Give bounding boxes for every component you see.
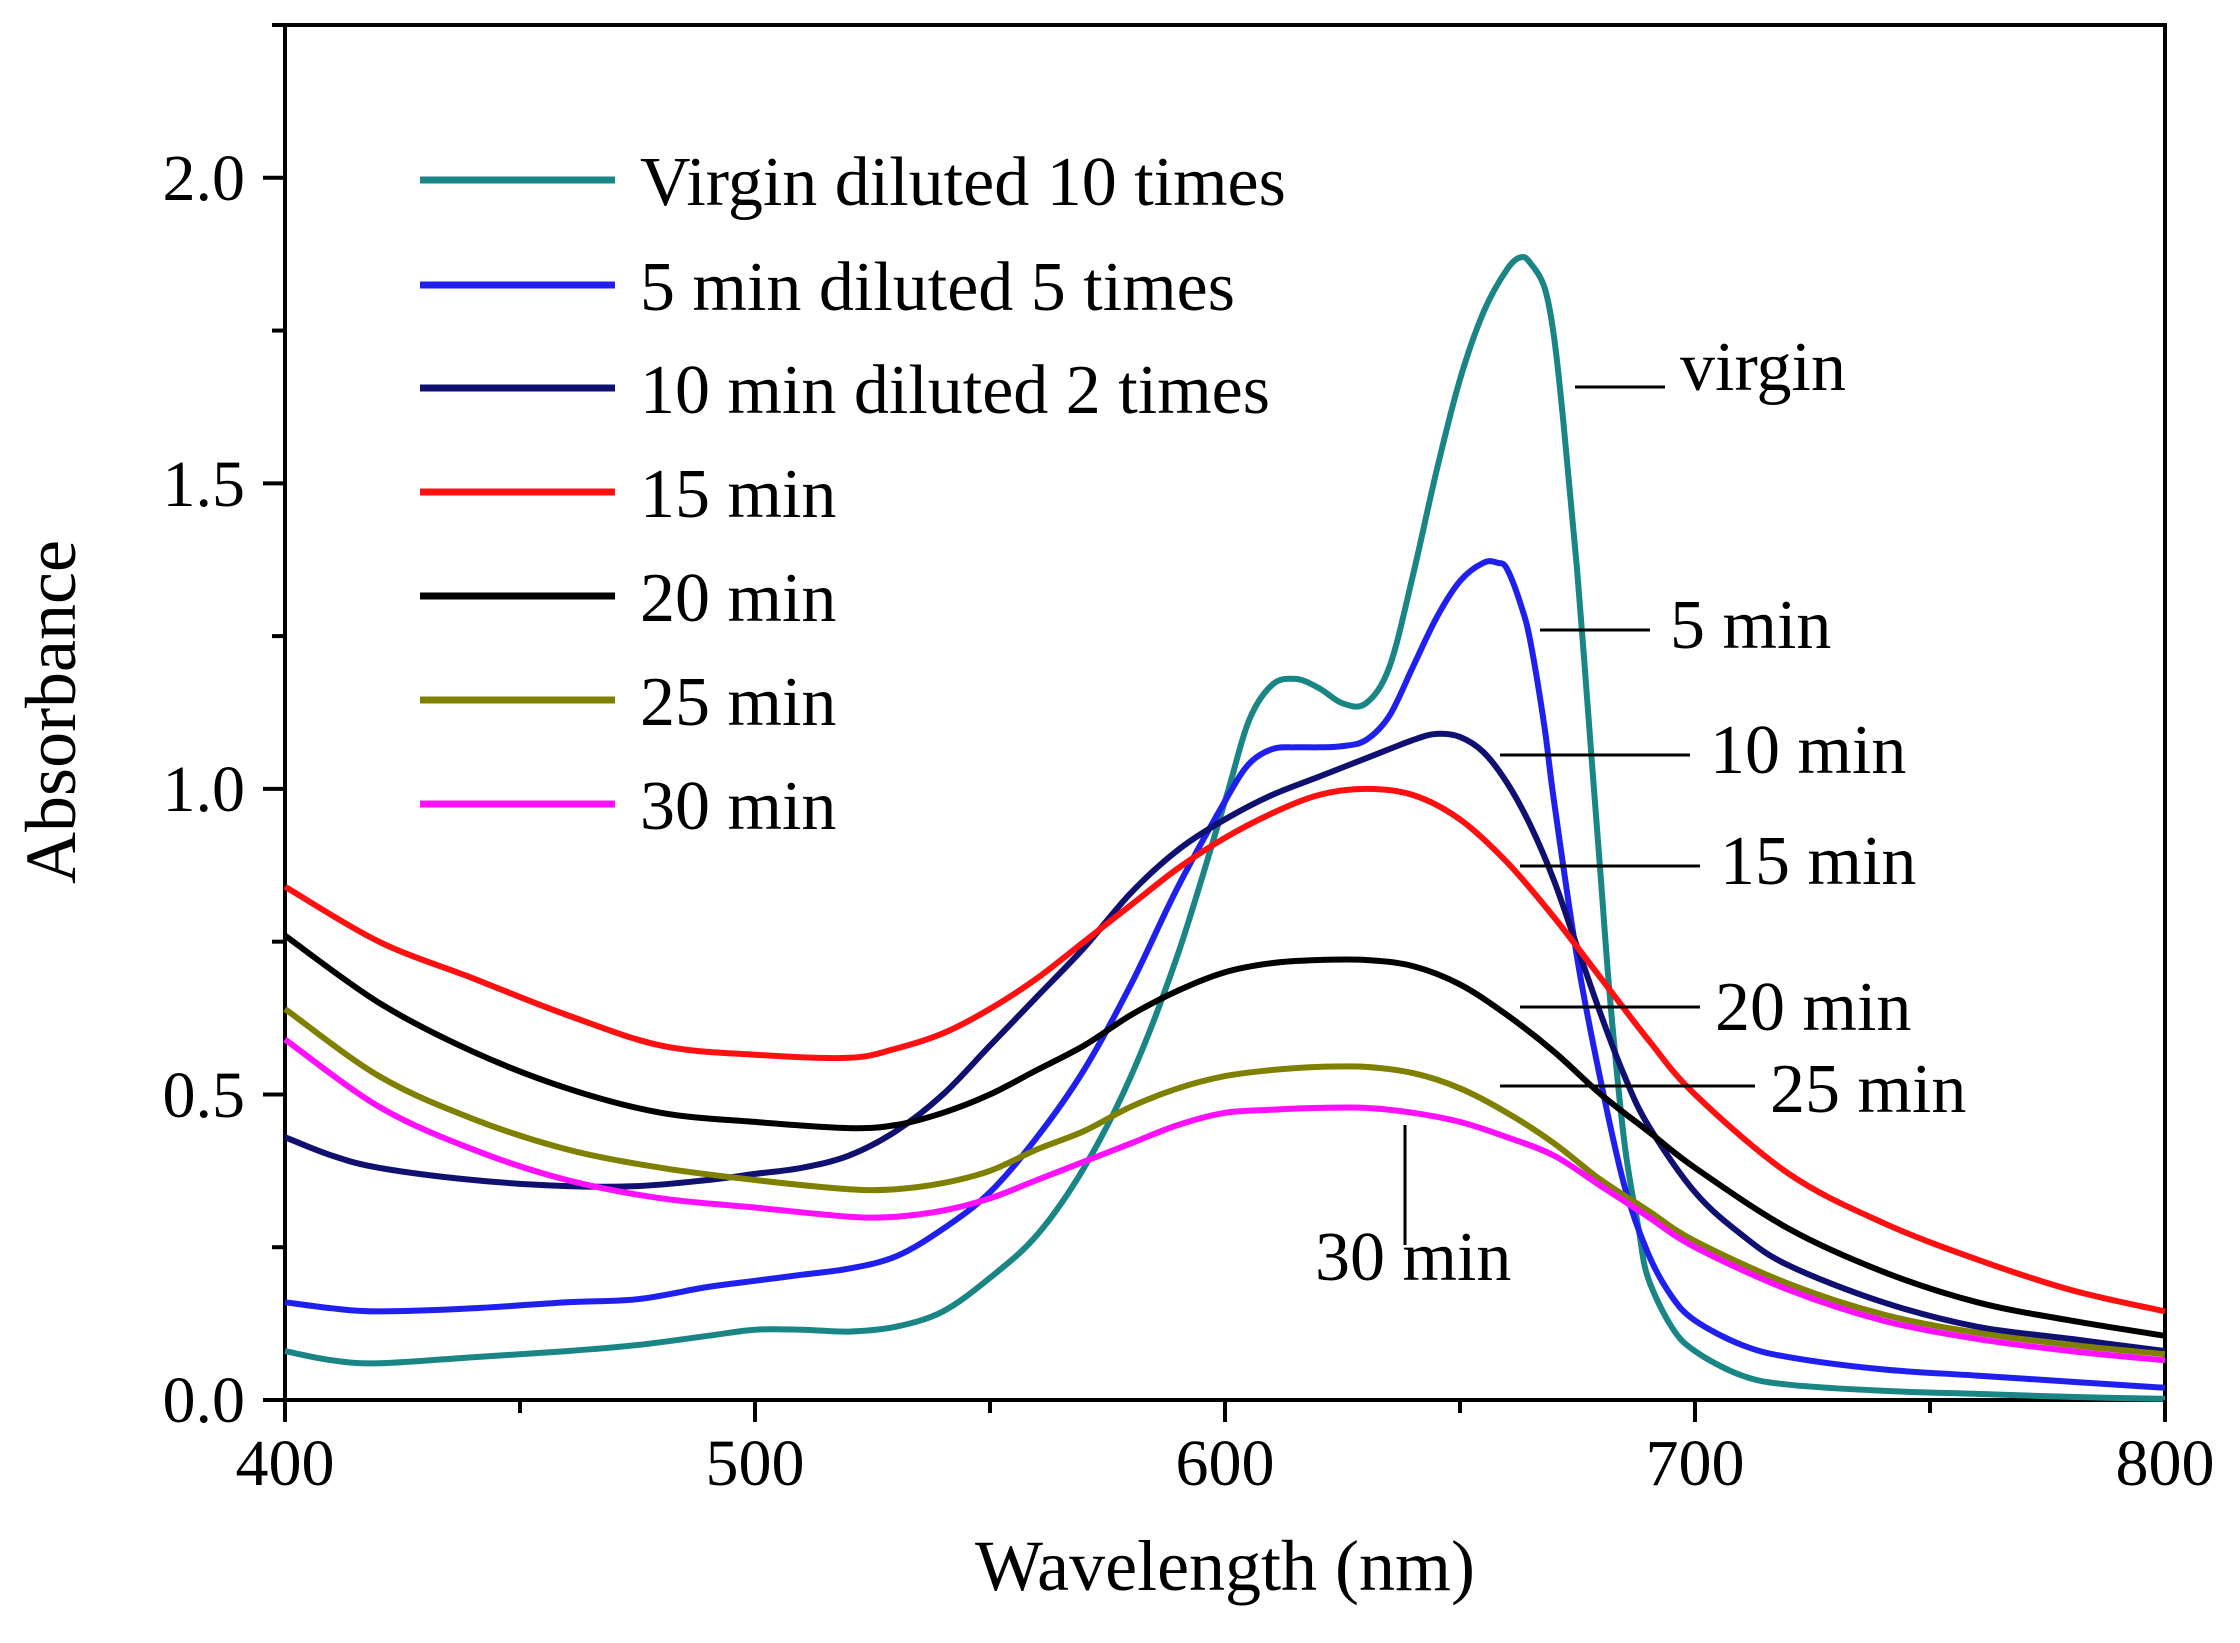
y-axis-ticks bbox=[263, 23, 285, 1402]
legend-label: 15 min bbox=[640, 456, 836, 533]
y-tick-label: 0.0 bbox=[163, 1364, 246, 1437]
x-tick-label: 500 bbox=[706, 1427, 805, 1500]
series-lines bbox=[283, 253, 2166, 1402]
x-tick-label: 400 bbox=[236, 1427, 335, 1500]
annotation-label: 30 min bbox=[1315, 1219, 1511, 1296]
y-tick-label: 0.5 bbox=[163, 1059, 246, 1132]
x-tick-label: 600 bbox=[1176, 1427, 1275, 1500]
annotation-label: 15 min bbox=[1720, 823, 1916, 900]
legend-label: 20 min bbox=[640, 560, 836, 637]
y-tick-label: 1.0 bbox=[163, 753, 246, 826]
annotation-label: 25 min bbox=[1770, 1051, 1966, 1128]
series-line-5 bbox=[283, 933, 2166, 1339]
x-axis-title: Wavelength (nm) bbox=[975, 1526, 1475, 1606]
legend-label: 30 min bbox=[640, 768, 836, 845]
y-axis-title: Absorbance bbox=[11, 540, 91, 884]
curve-annotations: virgin 5 min 10 min 15 min 20 min 25 min… bbox=[1315, 329, 1966, 1296]
x-tick-label: 800 bbox=[2116, 1427, 2215, 1500]
legend-label: 25 min bbox=[640, 664, 836, 741]
y-tick-label: 2.0 bbox=[163, 142, 246, 215]
legend-label: 5 min diluted 5 times bbox=[640, 249, 1235, 326]
annotation-label: virgin bbox=[1680, 329, 1846, 406]
legend-label: Virgin diluted 10 times bbox=[640, 144, 1286, 221]
y-tick-label: 1.5 bbox=[163, 448, 246, 521]
series-line-1 bbox=[284, 253, 2166, 1402]
series-line-3 bbox=[283, 730, 2166, 1355]
series-line-7 bbox=[283, 1036, 2166, 1364]
legend-label: 10 min diluted 2 times bbox=[640, 352, 1270, 429]
y-tick-labels: 0.0 0.5 1.0 1.5 2.0 bbox=[163, 142, 246, 1437]
annotation-label: 10 min bbox=[1710, 712, 1906, 789]
legend: Virgin diluted 10 times 5 min diluted 5 … bbox=[420, 144, 1286, 845]
series-line-4 bbox=[283, 785, 2166, 1315]
annotation-label: 20 min bbox=[1715, 969, 1911, 1046]
series-line-6 bbox=[283, 1006, 2166, 1358]
x-axis-ticks bbox=[283, 1400, 2167, 1422]
x-tick-labels: 400 500 600 700 800 bbox=[236, 1427, 2215, 1500]
series-line-2 bbox=[284, 558, 2166, 1391]
x-tick-label: 700 bbox=[1646, 1427, 1745, 1500]
annotation-label: 5 min bbox=[1670, 587, 1831, 664]
